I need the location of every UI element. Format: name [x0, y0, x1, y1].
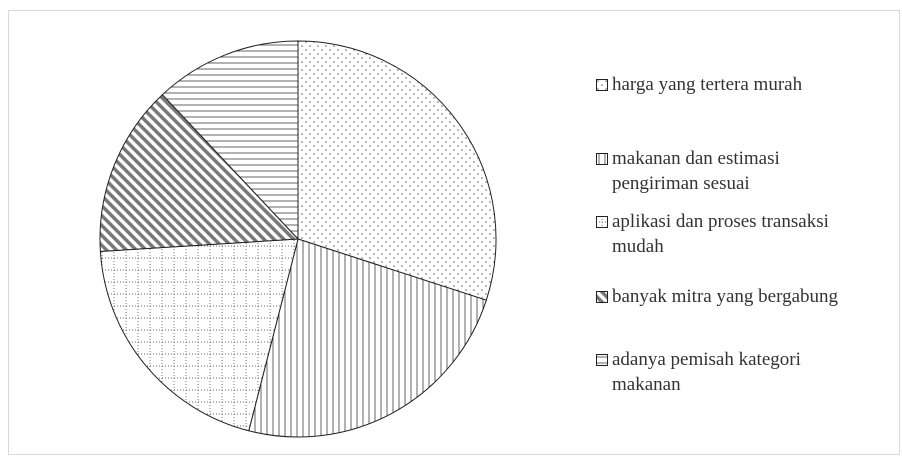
legend-label: aplikasi dan proses transaksi mudah	[612, 211, 829, 257]
legend-label: adanya pemisah kategori makanan	[612, 349, 801, 395]
legend-swatch-box	[596, 79, 608, 91]
legend-label: makanan dan estimasi pengiriman sesuai	[612, 148, 780, 194]
pie-slice	[99, 93, 300, 252]
pie-slice	[99, 238, 299, 432]
legend-swatch-box	[596, 354, 608, 366]
legend-swatch	[596, 79, 608, 91]
legend-item: makanan dan estimasi pengiriman sesuai	[596, 146, 846, 196]
legend-swatch	[596, 291, 608, 303]
legend-item: adanya pemisah kategori makanan	[596, 347, 846, 397]
legend-item: aplikasi dan proses transaksi mudah	[596, 209, 846, 259]
legend-item: harga yang tertera murah	[596, 72, 846, 97]
legend-swatch	[596, 153, 608, 165]
pie-slice	[161, 40, 299, 241]
legend-swatch-box	[596, 291, 608, 303]
legend-label: banyak mitra yang bergabung	[612, 286, 838, 307]
legend-swatch-box	[596, 153, 608, 165]
pie-slice	[297, 40, 497, 301]
legend-item: banyak mitra yang bergabung	[596, 284, 846, 309]
legend-label: harga yang tertera murah	[612, 74, 803, 95]
legend-swatch	[596, 354, 608, 366]
legend-swatch	[596, 216, 608, 228]
pie-slice	[248, 238, 487, 438]
legend-swatch-box	[596, 216, 608, 228]
